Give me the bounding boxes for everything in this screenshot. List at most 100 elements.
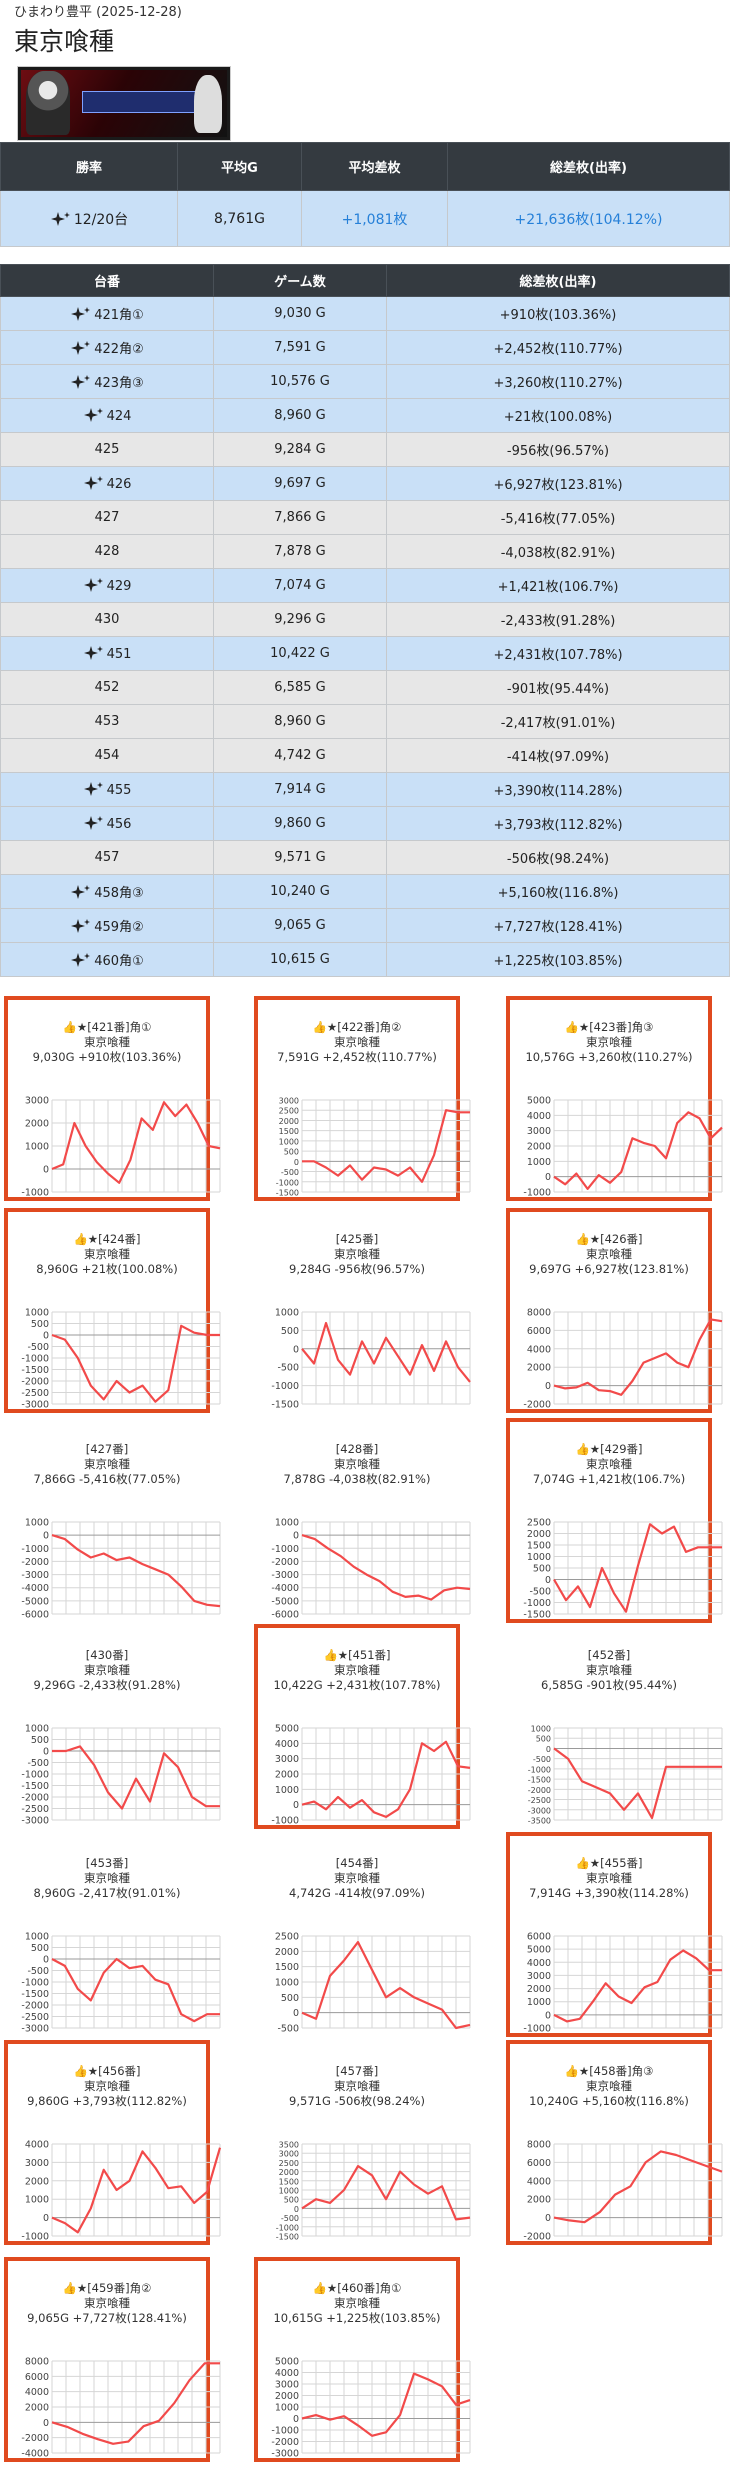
y-tick-label: -1000 bbox=[21, 1770, 49, 1781]
game-count: 7,074 G bbox=[214, 569, 387, 603]
machine-graph-card[interactable]: [454番] 東京喰種 4,742G -414枚(97.09%) 2500 2000 15… bbox=[254, 1832, 460, 2037]
machine-graph-card[interactable]: 👍★[422番]角② 東京喰種 7,591G +2,452枚(110.77%) 300… bbox=[254, 996, 460, 1201]
y-tick-label: -3000 bbox=[528, 1806, 551, 1815]
machine-graph-card[interactable]: 👍★[426番] 東京喰種 9,697G +6,927枚(123.81%) 8000 6… bbox=[506, 1208, 712, 1413]
card-heading: 👍★[456番] bbox=[8, 2064, 206, 2079]
sparkles-icon bbox=[83, 781, 105, 797]
table-row: 451 10,422 G +2,431枚(107.78%) bbox=[1, 637, 730, 671]
y-tick-label: -1500 bbox=[523, 1610, 551, 1621]
sparkles-icon bbox=[83, 475, 105, 491]
slump-graph: 3000200010000-1000 bbox=[12, 1094, 224, 1198]
y-tick-label: 1000 bbox=[25, 2195, 49, 2206]
y-tick-label: -2000 bbox=[21, 2433, 49, 2444]
machine-number-cell: 425 bbox=[1, 433, 214, 467]
card-stats: 9,030G +910枚(103.36%) bbox=[8, 1050, 206, 1065]
machine-number-cell: 424 bbox=[1, 399, 214, 433]
y-tick-label: 2000 bbox=[25, 2403, 49, 2414]
y-tick-label: 0 bbox=[43, 1955, 49, 1966]
y-tick-label: 2000 bbox=[275, 1770, 299, 1781]
card-heading: 👍★[451番] bbox=[258, 1648, 456, 1663]
y-tick-label: 1000 bbox=[531, 1725, 551, 1734]
machine-graph-card[interactable]: [453番] 東京喰種 8,960G -2,417枚(91.01%) 1000 500 0… bbox=[4, 1832, 210, 2037]
card-stats: 4,742G -414枚(97.09%) bbox=[254, 1886, 460, 1901]
y-tick-label: 1000 bbox=[25, 1518, 49, 1529]
summary-total-diff: +21,636枚(104.12%) bbox=[448, 191, 730, 247]
game-count: 7,878 G bbox=[214, 535, 387, 569]
y-tick-label: -2000 bbox=[523, 2232, 551, 2243]
store-date-label: ひまわり豊平 (2025-12-28) bbox=[14, 1, 182, 20]
y-tick-label: 6000 bbox=[527, 2158, 551, 2169]
machine-graph-card[interactable]: 👍★[429番] 東京喰種 7,074G +1,421枚(106.7%) 2500 20… bbox=[506, 1418, 712, 1623]
game-count: 7,591 G bbox=[214, 331, 387, 365]
table-row: 425 9,284 G -956枚(96.57%) bbox=[1, 433, 730, 467]
card-heading: 👍★[422番]角② bbox=[258, 1020, 456, 1035]
machine-graph-card[interactable]: [457番] 東京喰種 9,571G -506枚(98.24%) 3500 3000 25… bbox=[254, 2040, 460, 2245]
y-tick-label: 0 bbox=[293, 2008, 299, 2019]
machine-number: 425 bbox=[95, 442, 120, 457]
machine-graph-card[interactable]: 👍★[423番]角③ 東京喰種 10,576G +3,260枚(110.27%) 50… bbox=[506, 996, 712, 1201]
y-tick-label: 1000 bbox=[275, 2403, 299, 2414]
y-tick-label: 0 bbox=[43, 1747, 49, 1758]
total-diff: +21枚(100.08%) bbox=[387, 399, 730, 433]
table-row: 455 7,914 G +3,390枚(114.28%) bbox=[1, 773, 730, 807]
y-tick-label: -3000 bbox=[21, 1816, 49, 1827]
page-title: 東京喰種 bbox=[14, 22, 114, 58]
summary-avg-diff: +1,081枚 bbox=[302, 191, 448, 247]
y-tick-label: 2000 bbox=[275, 1947, 299, 1958]
machine-graph-card[interactable]: [430番] 東京喰種 9,296G -2,433枚(91.28%) 1000 500 0… bbox=[4, 1624, 210, 1829]
machine-number-cell: 459角② bbox=[1, 909, 214, 943]
y-tick-label: 8000 bbox=[527, 1308, 551, 1319]
y-tick-label: -2000 bbox=[21, 1557, 49, 1568]
y-tick-label: 0 bbox=[43, 1331, 49, 1342]
machine-graph-card[interactable]: 👍★[460番]角① 東京喰種 10,615G +1,225枚(103.85%) 50… bbox=[254, 2257, 460, 2462]
y-tick-label: 500 bbox=[31, 1319, 49, 1330]
y-tick-label: 3000 bbox=[527, 1971, 551, 1982]
game-count: 4,742 G bbox=[214, 739, 387, 773]
machine-graph-card[interactable]: 👍★[459番]角② 東京喰種 9,065G +7,727枚(128.41%) 800… bbox=[4, 2257, 210, 2462]
machine-number: 454 bbox=[95, 748, 120, 763]
machine-graph-card[interactable]: 👍★[421番]角① 東京喰種 9,030G +910枚(103.36%) 3000 2… bbox=[4, 996, 210, 1201]
y-tick-label: -1000 bbox=[528, 1765, 551, 1774]
y-tick-label: 3000 bbox=[279, 2150, 299, 2159]
card-stats: 9,284G -956枚(96.57%) bbox=[254, 1262, 460, 1277]
y-tick-label: 3500 bbox=[279, 2141, 299, 2150]
machine-graph-card[interactable]: 👍★[458番]角③ 東京喰種 10,240G +5,160枚(116.8%) 800… bbox=[506, 2040, 712, 2245]
y-tick-label: 2000 bbox=[25, 2176, 49, 2187]
machine-number-cell: 454 bbox=[1, 739, 214, 773]
machine-graph-card[interactable]: [427番] 東京喰種 7,866G -5,416枚(77.05%) 1000 0 -10… bbox=[4, 1418, 210, 1623]
machine-graph-card[interactable]: 👍★[424番] 東京喰種 8,960G +21枚(100.08%) 1000 500 0… bbox=[4, 1208, 210, 1413]
y-tick-label: 1000 bbox=[25, 1142, 49, 1153]
banner-figure-image bbox=[194, 75, 222, 133]
total-diff: +3,390枚(114.28%) bbox=[387, 773, 730, 807]
machine-graph-card[interactable]: 👍★[455番] 東京喰種 7,914G +3,390枚(114.28%) 6000 5… bbox=[506, 1832, 712, 2037]
table-row: 426 9,697 G +6,927枚(123.81%) bbox=[1, 467, 730, 501]
total-diff: +6,927枚(123.81%) bbox=[387, 467, 730, 501]
card-stats: 8,960G +21枚(100.08%) bbox=[8, 1262, 206, 1277]
y-tick-label: -2000 bbox=[271, 2437, 299, 2448]
slump-graph: 80006000400020000-2000 bbox=[514, 1306, 726, 1410]
y-tick-label: 0 bbox=[545, 1172, 551, 1183]
y-tick-label: 6000 bbox=[25, 2372, 49, 2383]
y-tick-label: 2500 bbox=[527, 1518, 551, 1529]
slump-graph: 10005000-500-1000-1500-2000-2500-3000 bbox=[12, 1722, 224, 1826]
summary-header-total-diff: 総差枚(出率) bbox=[448, 143, 730, 191]
y-tick-label: -1500 bbox=[21, 1365, 49, 1376]
table-row: 452 6,585 G -901枚(95.44%) bbox=[1, 671, 730, 705]
table-row: 428 7,878 G -4,038枚(82.91%) bbox=[1, 535, 730, 569]
y-tick-label: 0 bbox=[545, 2010, 551, 2021]
machine-graph-card[interactable]: 👍★[456番] 東京喰種 9,860G +3,793枚(112.82%) 4000 3… bbox=[4, 2040, 210, 2245]
machine-graph-card[interactable]: [428番] 東京喰種 7,878G -4,038枚(82.91%) 1000 0 -10… bbox=[254, 1418, 460, 1623]
y-tick-label: 6000 bbox=[527, 1932, 551, 1943]
y-tick-label: 5000 bbox=[275, 1724, 299, 1735]
machine-graph-card[interactable]: [425番] 東京喰種 9,284G -956枚(96.57%) 1000 500 0 -5… bbox=[254, 1208, 460, 1413]
summary-header-avg-games: 平均G bbox=[178, 143, 302, 191]
machine-graph-card[interactable]: [452番] 東京喰種 6,585G -901枚(95.44%) 1000 500 0 -5… bbox=[506, 1624, 712, 1829]
table-row: 423角③ 10,576 G +3,260枚(110.27%) bbox=[1, 365, 730, 399]
slump-graph: 500040003000200010000-1000-2000-3000 bbox=[262, 2355, 474, 2459]
y-tick-label: 6000 bbox=[527, 1326, 551, 1337]
y-tick-label: -2500 bbox=[21, 1804, 49, 1815]
y-tick-label: 0 bbox=[545, 1575, 551, 1586]
machine-graph-card[interactable]: 👍★[451番] 東京喰種 10,422G +2,431枚(107.78%) 5000… bbox=[254, 1624, 460, 1829]
total-diff: -4,038枚(82.91%) bbox=[387, 535, 730, 569]
